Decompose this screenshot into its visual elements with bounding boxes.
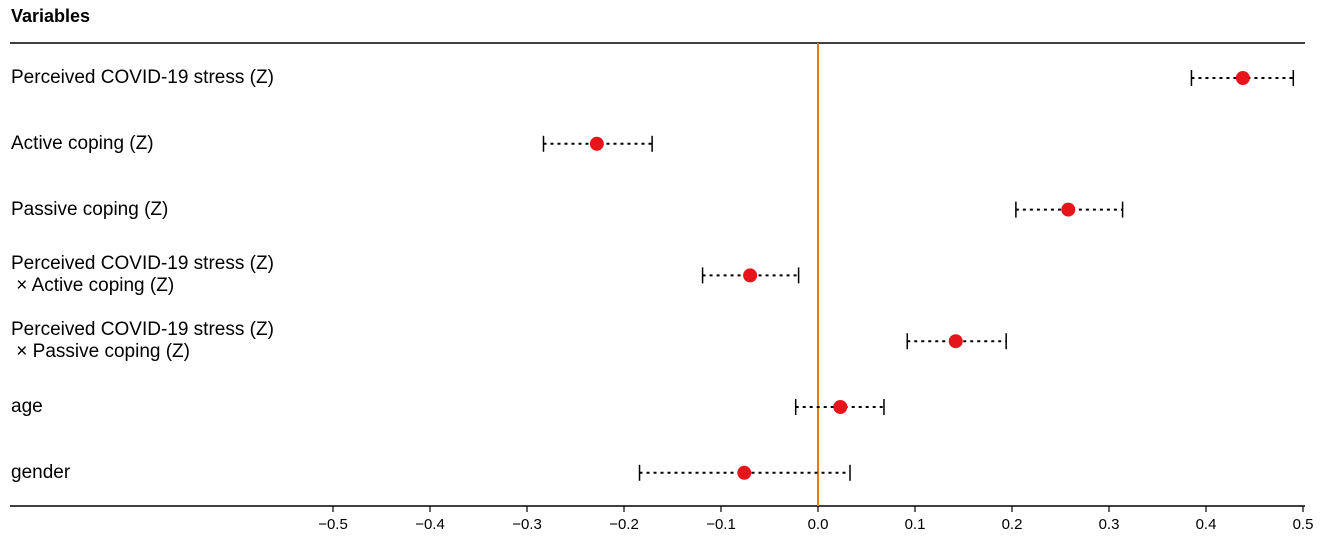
estimate-point [1061,202,1076,217]
x-tick-label: 0.5 [1293,516,1314,533]
row-label: age [11,396,43,417]
x-tick-label: 0.3 [1099,516,1120,533]
x-tick-label: 0.2 [1002,516,1023,533]
row-label: Perceived COVID-19 stress (Z) × Passive … [11,319,274,363]
row-label: gender [11,461,71,483]
row-label: Active coping (Z) [11,132,154,154]
estimate-point [589,136,604,151]
column-header: Variables [11,6,91,26]
x-tick-label: −0.4 [415,516,445,533]
estimate-point [948,334,963,349]
x-tick-label: −0.1 [706,516,736,533]
estimate-point [743,268,758,283]
x-tick-label: 0.4 [1196,516,1217,533]
row-label: Perceived COVID-19 stress (Z) [11,67,274,88]
x-tick-label: −0.3 [512,516,542,533]
x-tick-label: −0.2 [609,516,639,533]
row-label: Passive coping (Z) [11,198,169,220]
x-tick-label: 0.1 [905,516,926,533]
x-tick-label: −0.5 [318,516,348,533]
estimate-point [833,400,848,414]
x-tick-label: 0.0 [808,516,829,533]
estimate-point [1235,71,1250,85]
estimate-point [737,465,752,480]
row-label: Perceived COVID-19 stress (Z) × Active c… [11,253,274,297]
